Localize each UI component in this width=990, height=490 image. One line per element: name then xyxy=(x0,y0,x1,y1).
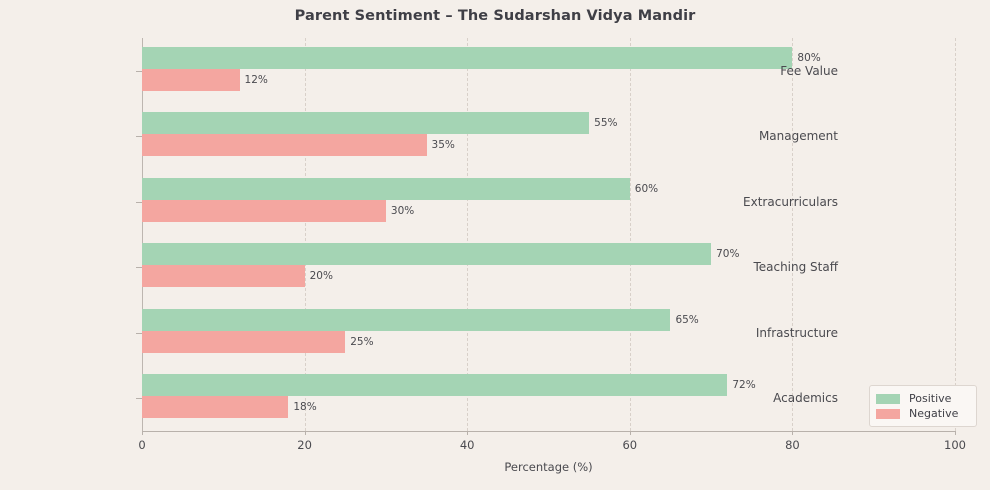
y-tick-label: Management xyxy=(758,129,838,144)
legend-swatch-positive-icon xyxy=(876,393,900,404)
y-tick-mark xyxy=(136,332,142,334)
bar-value-label: 18% xyxy=(293,401,317,414)
x-gridline xyxy=(629,38,632,431)
legend-label-positive: Positive xyxy=(909,392,952,405)
bar-value-label: 70% xyxy=(716,248,740,261)
chart-title: Parent Sentiment – The Sudarshan Vidya M… xyxy=(294,8,696,24)
bar-positive[interactable] xyxy=(142,374,728,397)
x-tick-mark xyxy=(792,431,794,435)
x-tick-label: 100 xyxy=(944,438,966,452)
y-tick-mark xyxy=(136,136,142,138)
x-tick-label: 0 xyxy=(138,438,146,452)
bar-negative[interactable] xyxy=(142,265,305,288)
bar-positive[interactable] xyxy=(142,243,712,266)
y-tick-label: Infrastructure xyxy=(755,325,838,340)
bar-value-label: 30% xyxy=(390,204,415,217)
bar-positive[interactable] xyxy=(142,177,630,200)
chart-legend[interactable]: Positive Negative xyxy=(869,385,977,427)
bar-negative[interactable] xyxy=(142,330,346,353)
x-tick-label: 80 xyxy=(785,438,800,452)
y-tick-label: Academics xyxy=(773,391,838,406)
legend-swatch-negative-icon xyxy=(876,408,900,419)
bar-negative[interactable] xyxy=(142,199,386,222)
bar-positive[interactable] xyxy=(142,46,793,69)
bar-negative[interactable] xyxy=(142,396,289,419)
bar-value-label: 35% xyxy=(431,139,455,152)
y-tick-mark xyxy=(136,201,142,203)
bar-value-label: 72% xyxy=(732,379,756,392)
bar-negative[interactable] xyxy=(142,68,240,91)
bar-value-label: 25% xyxy=(350,335,374,348)
legend-item-negative[interactable]: Negative xyxy=(876,406,969,421)
x-tick-mark xyxy=(304,431,306,435)
x-tick-label: 40 xyxy=(459,438,475,452)
x-tick-label: 20 xyxy=(297,438,312,452)
x-gridline xyxy=(142,38,144,431)
x-gridline xyxy=(792,38,794,431)
y-tick-label: Teaching Staff xyxy=(753,260,838,275)
y-tick-mark xyxy=(136,398,142,400)
x-tick-mark xyxy=(142,431,143,435)
x-tick-label: 60 xyxy=(622,438,638,452)
legend-item-positive[interactable]: Positive xyxy=(876,391,969,406)
x-axis-title: Percentage (%) xyxy=(504,460,593,474)
bar-value-label: 55% xyxy=(594,117,618,130)
y-tick-label: Extracurriculars xyxy=(743,194,838,209)
x-gridline xyxy=(304,38,307,431)
y-tick-label: Fee Value xyxy=(780,63,838,78)
bar-value-label: 12% xyxy=(244,73,268,86)
x-axis-line xyxy=(142,431,955,432)
bar-negative[interactable] xyxy=(142,134,427,157)
x-gridline xyxy=(467,38,469,431)
y-tick-mark xyxy=(136,70,142,72)
bar-value-label: 65% xyxy=(675,313,699,326)
x-gridline xyxy=(955,38,957,431)
bar-value-label: 80% xyxy=(797,51,821,64)
x-tick-mark xyxy=(629,431,631,435)
x-tick-mark xyxy=(955,431,956,435)
bar-positive[interactable] xyxy=(142,308,671,331)
bar-value-label: 60% xyxy=(634,182,659,195)
legend-label-negative: Negative xyxy=(909,407,959,420)
y-tick-mark xyxy=(136,267,142,269)
plot-area: 80% 12% 55% 35% 60% 30% 70% 20% 65% 25% 72% 18% xyxy=(142,38,957,431)
x-tick-mark xyxy=(467,431,469,435)
bar-positive[interactable] xyxy=(142,112,590,135)
bar-value-label: 20% xyxy=(309,270,333,283)
